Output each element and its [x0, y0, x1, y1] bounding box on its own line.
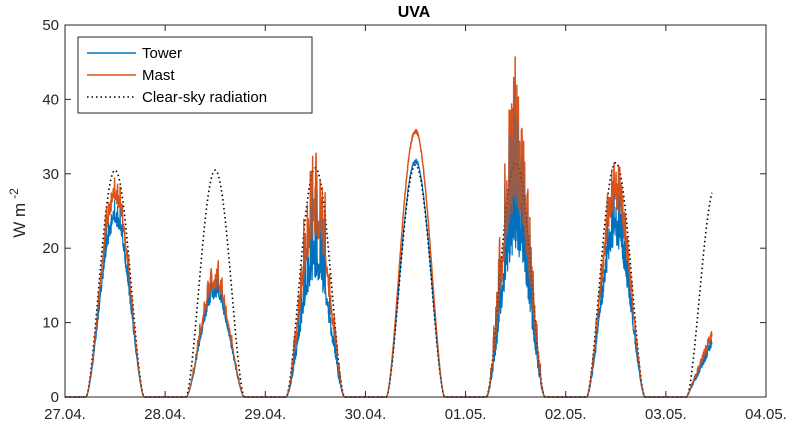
y-axis-unit: W m [10, 203, 29, 238]
plot-frame [64, 24, 767, 398]
legend-label: Tower [142, 45, 182, 62]
x-tick-label: 28.04. [144, 406, 186, 423]
legend: Tower Mast Clear-sky radiation [77, 36, 313, 114]
x-tick-label: 30.04. [345, 406, 387, 423]
chart-title: UVA [398, 4, 431, 21]
legend-label: Mast [142, 67, 175, 84]
axes: 0 10 20 30 40 50 27.04. 28.04. 29.04. 30.04. 01.05… [42, 17, 787, 423]
y-tick-label: 20 [42, 240, 59, 257]
legend-label: Clear-sky radiation [142, 89, 267, 106]
y-axis-label-text: W m -2 [7, 188, 29, 238]
y-tick-label: 30 [42, 166, 59, 183]
y-tick-label: 0 [51, 389, 59, 406]
y-tick-label: 10 [42, 315, 59, 332]
y-tick-label: 50 [42, 17, 59, 34]
x-tick-label: 02.05. [545, 406, 587, 423]
x-tick-label: 29.04. [244, 406, 286, 423]
x-tick-label: 03.05. [645, 406, 687, 423]
y-tick-label: 40 [42, 91, 59, 108]
x-tick-label: 27.04. [44, 406, 86, 423]
x-tick-label: 01.05. [445, 406, 487, 423]
y-axis-label: W m -2 [7, 188, 29, 238]
y-axis-unit-exponent: -2 [7, 188, 21, 199]
x-tick-label: 04.05. [745, 406, 787, 423]
